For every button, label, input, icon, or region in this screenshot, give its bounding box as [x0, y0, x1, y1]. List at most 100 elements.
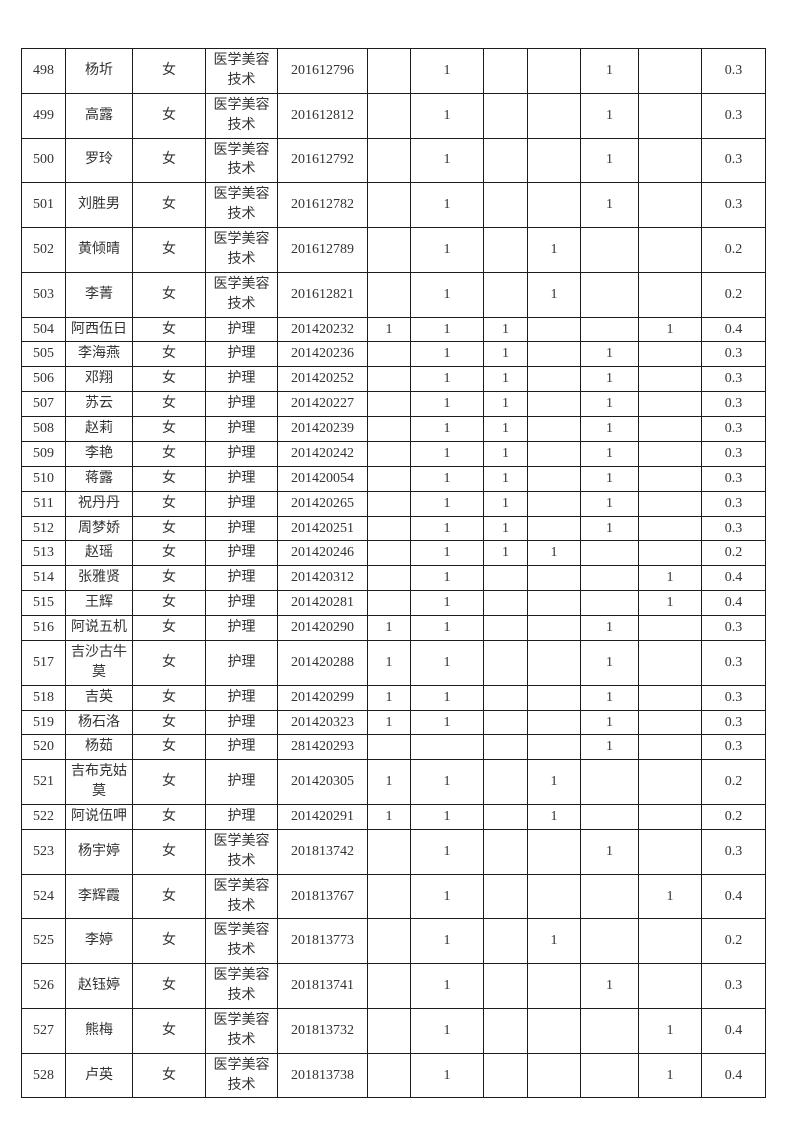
flag-col-6	[638, 515, 702, 542]
student-id: 201420290	[277, 615, 368, 641]
student-id: 201420288	[277, 639, 368, 686]
flag-col-3: 1	[483, 540, 528, 567]
flag-col-4	[527, 182, 581, 228]
student-name: 罗玲	[65, 137, 133, 184]
score: 0.3	[701, 137, 766, 184]
flag-col-3	[483, 182, 528, 228]
flag-col-1	[367, 1007, 411, 1054]
table-row: 500 罗玲女医学美容技术 201612792 1 1 0.3	[21, 137, 766, 184]
table-row: 527 熊梅女医学美容技术 201813732 1 1 0.4	[21, 1007, 766, 1054]
flag-col-5: 1	[580, 963, 639, 1009]
flag-col-5	[580, 316, 639, 343]
row-number: 515	[21, 590, 66, 616]
gender: 女	[132, 639, 206, 686]
flag-col-5	[580, 1052, 639, 1099]
score: 0.3	[701, 639, 766, 686]
student-name: 熊梅	[65, 1007, 133, 1054]
flag-col-1	[367, 963, 411, 1009]
flag-col-2: 1	[410, 963, 484, 1009]
flag-col-3	[483, 684, 528, 711]
table-row: 508 赵莉女护理 201420239 1 1 1 0.3	[21, 416, 766, 442]
flag-col-1	[367, 92, 411, 139]
gender: 女	[132, 709, 206, 736]
row-number: 505	[21, 341, 66, 368]
student-id: 201420299	[277, 684, 368, 711]
flag-col-5	[580, 565, 639, 592]
flag-col-3: 1	[483, 416, 528, 442]
student-name: 祝丹丹	[65, 490, 133, 517]
major: 护理	[205, 759, 278, 805]
table-row: 511 祝丹丹女护理 201420265 1 1 1 0.3	[21, 490, 766, 517]
flag-col-2: 1	[410, 709, 484, 736]
flag-col-6	[638, 540, 702, 567]
gender: 女	[132, 759, 206, 805]
flag-col-1	[367, 515, 411, 542]
flag-col-4: 1	[527, 271, 581, 318]
flag-col-2: 1	[410, 1007, 484, 1054]
flag-col-4	[527, 639, 581, 686]
table-row: 519 杨石洛女护理 201420323 1 1 1 0.3	[21, 709, 766, 736]
gender: 女	[132, 963, 206, 1009]
table-row: 523 杨宇婷女医学美容技术 201813742 1 1 0.3	[21, 828, 766, 875]
flag-col-4	[527, 137, 581, 184]
student-id: 201420236	[277, 341, 368, 368]
flag-col-4	[527, 1052, 581, 1099]
major: 护理	[205, 515, 278, 542]
table-row: 522 阿说伍呷女护理 201420291 1 1 1 0.2	[21, 804, 766, 830]
score: 0.3	[701, 963, 766, 1009]
table-row: 506 邓翔女护理 201420252 1 1 1 0.3	[21, 366, 766, 393]
flag-col-5: 1	[580, 416, 639, 442]
student-name: 杨圻	[65, 48, 133, 94]
table-row: 513 赵瑶女护理 201420246 1 1 1 0.2	[21, 540, 766, 567]
major: 护理	[205, 391, 278, 417]
gender: 女	[132, 316, 206, 343]
flag-col-6	[638, 391, 702, 417]
score: 0.3	[701, 828, 766, 875]
flag-col-2: 1	[410, 540, 484, 567]
student-id: 201420265	[277, 490, 368, 517]
flag-col-3	[483, 873, 528, 920]
student-name: 赵瑶	[65, 540, 133, 567]
score: 0.3	[701, 490, 766, 517]
flag-col-3	[483, 137, 528, 184]
flag-col-1	[367, 440, 411, 467]
flag-col-2: 1	[410, 565, 484, 592]
major: 护理	[205, 709, 278, 736]
table-row: 520 杨茹女护理 281420293 1 0.3	[21, 734, 766, 761]
row-number: 500	[21, 137, 66, 184]
score: 0.4	[701, 316, 766, 343]
flag-col-1	[367, 918, 411, 965]
table-row: 525 李婷女医学美容技术 201813773 1 1 0.2	[21, 918, 766, 965]
student-id: 201420252	[277, 366, 368, 393]
flag-col-1	[367, 416, 411, 442]
flag-col-4	[527, 515, 581, 542]
student-id: 201813767	[277, 873, 368, 920]
flag-col-4	[527, 465, 581, 492]
row-number: 504	[21, 316, 66, 343]
flag-col-5: 1	[580, 709, 639, 736]
flag-col-2	[410, 734, 484, 761]
gender: 女	[132, 918, 206, 965]
flag-col-3	[483, 565, 528, 592]
flag-col-6: 1	[638, 873, 702, 920]
table-row: 512 周梦娇女护理 201420251 1 1 1 0.3	[21, 515, 766, 542]
flag-col-5: 1	[580, 465, 639, 492]
flag-col-6	[638, 804, 702, 830]
gender: 女	[132, 48, 206, 94]
gender: 女	[132, 1052, 206, 1099]
student-id: 281420293	[277, 734, 368, 761]
flag-col-1	[367, 391, 411, 417]
flag-col-5: 1	[580, 137, 639, 184]
flag-col-6	[638, 963, 702, 1009]
gender: 女	[132, 1007, 206, 1054]
major: 护理	[205, 684, 278, 711]
flag-col-1: 1	[367, 684, 411, 711]
major: 护理	[205, 565, 278, 592]
table-row: 524 李辉霞女医学美容技术 201813767 1 1 0.4	[21, 873, 766, 920]
score: 0.3	[701, 684, 766, 711]
score: 0.3	[701, 92, 766, 139]
flag-col-3	[483, 227, 528, 273]
flag-col-6	[638, 465, 702, 492]
major: 医学美容技术	[205, 828, 278, 875]
table-row: 518 吉英女护理 201420299 1 1 1 0.3	[21, 684, 766, 711]
